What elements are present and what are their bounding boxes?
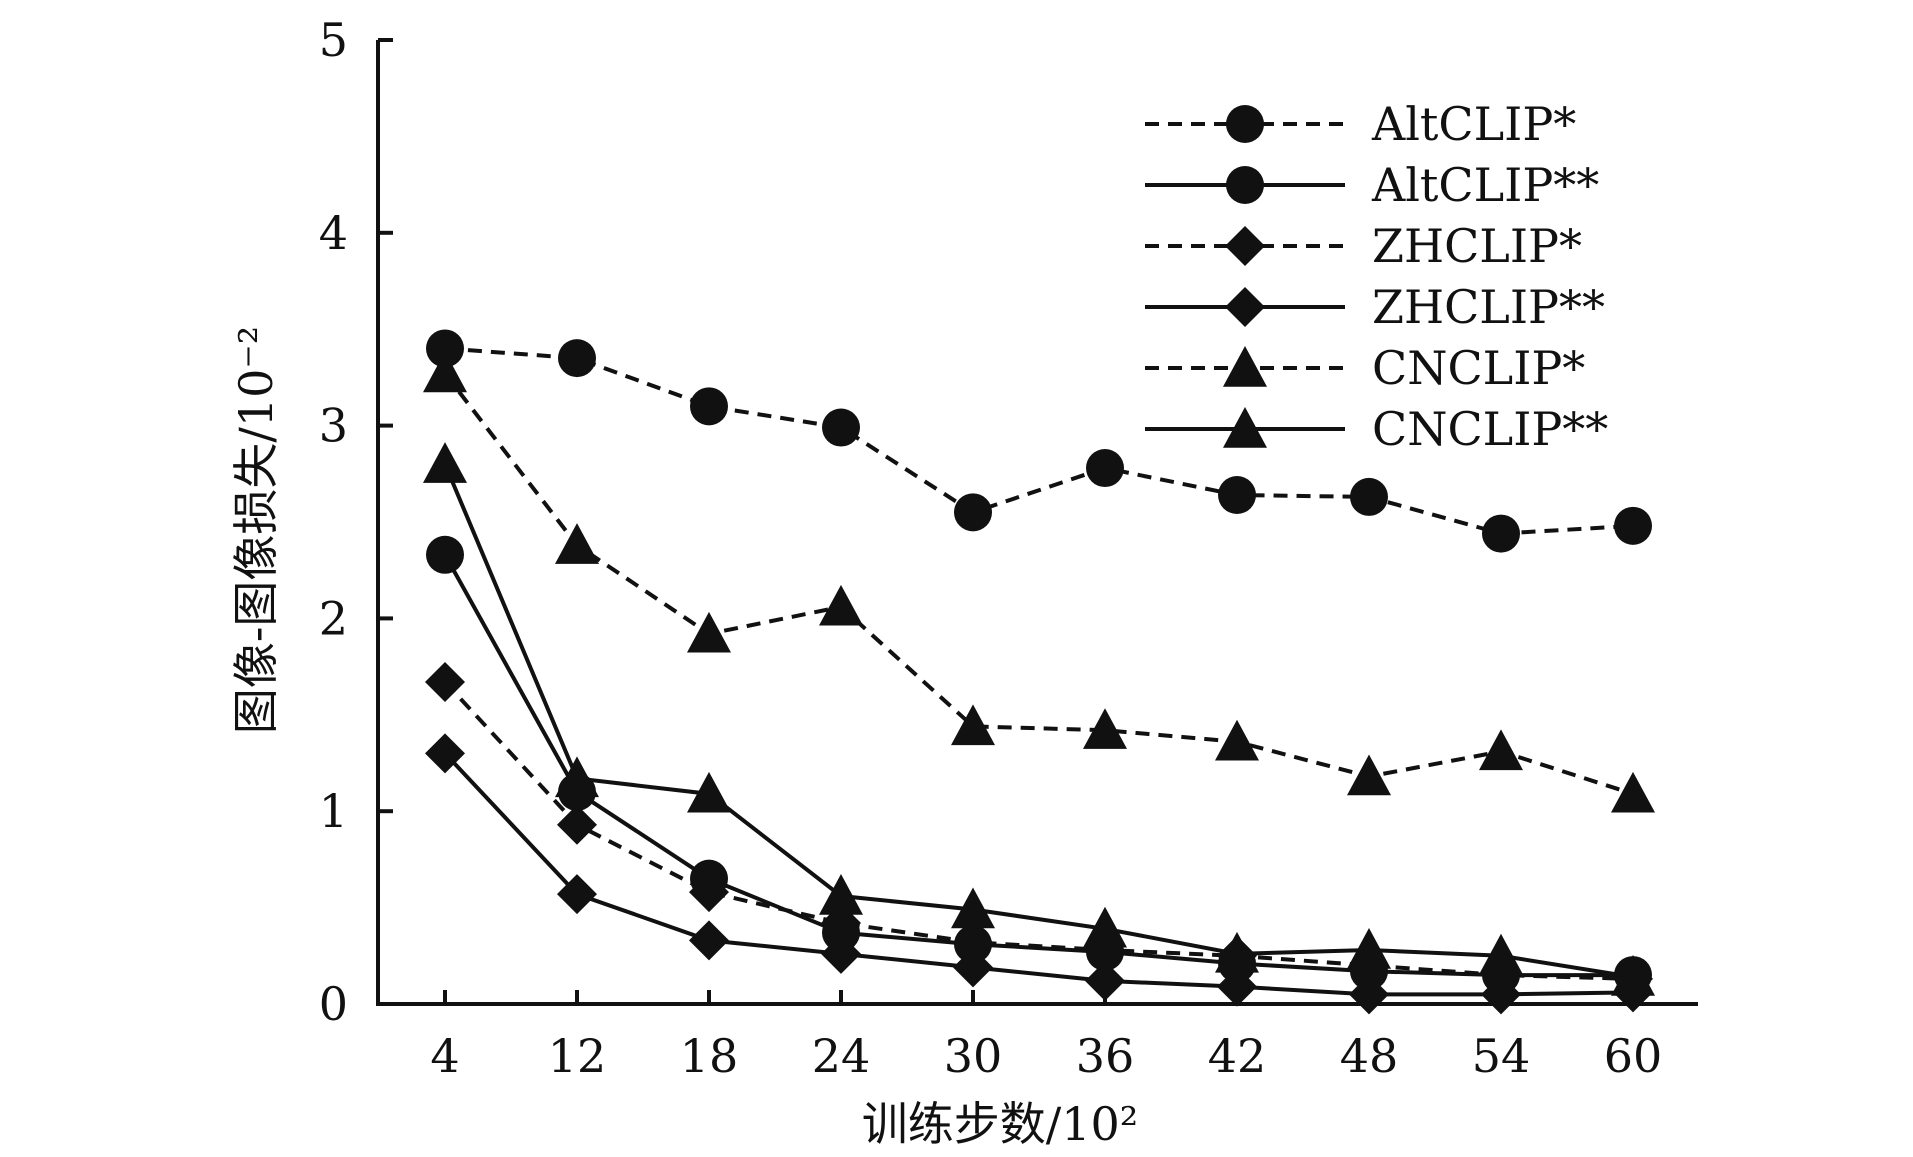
x-tick-label: 36 (1076, 1029, 1135, 1083)
data-point (1347, 754, 1391, 796)
data-point (819, 584, 863, 626)
data-point (1614, 506, 1652, 545)
x-tick-label: 4 (430, 1029, 459, 1083)
legend-marker (1223, 407, 1267, 448)
legend-label: CNCLIP** (1372, 402, 1608, 456)
x-tick-label: 48 (1340, 1029, 1399, 1083)
data-point (951, 704, 995, 746)
y-axis-label: 图像-图像损失/10⁻² (229, 326, 283, 734)
data-point (1479, 933, 1523, 975)
y-tick-label: 5 (319, 13, 348, 67)
data-point (557, 804, 597, 845)
data-point (953, 947, 993, 988)
data-point (426, 329, 464, 368)
legend-item: AltCLIP* (1145, 97, 1576, 151)
series-ZHCLIP* (425, 662, 1653, 999)
y-tick-label: 3 (319, 399, 348, 453)
legend-item: CNCLIP** (1145, 402, 1608, 456)
legend-marker (1226, 166, 1264, 204)
data-point (1215, 931, 1259, 973)
x-tick-label: 12 (548, 1029, 607, 1083)
data-point (1217, 966, 1257, 1007)
data-point (555, 523, 599, 564)
data-point (1347, 928, 1391, 969)
legend-item: AltCLIP** (1145, 158, 1599, 212)
data-point (423, 351, 467, 393)
series-line (443, 751, 1634, 997)
legend-marker (1226, 105, 1264, 143)
data-point (1349, 974, 1389, 1015)
data-point (690, 387, 728, 426)
data-point (689, 872, 729, 913)
series-line (443, 372, 1634, 796)
x-tick-label: 42 (1208, 1029, 1267, 1083)
data-point (1085, 960, 1125, 1001)
data-point (1350, 477, 1388, 516)
data-point (1083, 708, 1127, 749)
series-layer (423, 329, 1655, 1015)
x-axis-label: 训练步数/10² (862, 1097, 1138, 1151)
x-tick-label: 54 (1472, 1029, 1531, 1083)
series-line (443, 680, 1634, 981)
y-tick-label: 0 (319, 977, 348, 1031)
data-point (822, 408, 860, 447)
series-CNCLIP* (423, 351, 1655, 813)
x-tick-label: 18 (680, 1029, 739, 1083)
data-point (1479, 729, 1523, 771)
data-point (425, 733, 465, 774)
legend-label: ZHCLIP* (1372, 219, 1582, 273)
data-point (1482, 514, 1520, 553)
legend-item: ZHCLIP** (1145, 280, 1605, 334)
series-AltCLIP** (426, 535, 1652, 995)
data-point (1481, 974, 1521, 1015)
data-point (557, 874, 597, 915)
series-AltCLIP* (426, 329, 1652, 553)
data-point (558, 339, 596, 378)
data-point (1611, 955, 1655, 996)
data-point (1218, 476, 1256, 515)
data-point (1215, 719, 1259, 761)
legend-marker (1223, 346, 1267, 387)
y-tick-label: 1 (319, 784, 348, 838)
data-point (1611, 771, 1655, 813)
data-point (954, 493, 992, 532)
legend-label: CNCLIP* (1372, 341, 1585, 395)
legend-marker (1225, 287, 1265, 327)
x-tick-label: 60 (1604, 1029, 1663, 1083)
data-point (953, 922, 993, 963)
data-point (951, 887, 995, 929)
data-point (821, 933, 861, 974)
data-point (1083, 906, 1127, 948)
data-point (687, 611, 731, 653)
data-point (555, 756, 599, 798)
series-ZHCLIP** (425, 733, 1653, 1015)
series-line (443, 463, 1634, 979)
legend-item: ZHCLIP* (1145, 219, 1582, 273)
x-tick-label: 24 (812, 1029, 871, 1083)
data-point (689, 920, 729, 961)
legend-label: ZHCLIP** (1372, 280, 1605, 334)
legend-marker (1225, 226, 1265, 266)
y-tick-label: 4 (319, 206, 348, 260)
x-tick-label: 30 (944, 1029, 1003, 1083)
legend: AltCLIP* AltCLIP** ZHCLIP* ZHCLIP** CNCLIP* C… (1145, 97, 1608, 456)
data-point (425, 662, 465, 703)
data-point (819, 874, 863, 915)
legend-label: AltCLIP** (1371, 158, 1599, 212)
legend-item: CNCLIP* (1145, 341, 1585, 395)
series-CNCLIP** (423, 442, 1655, 996)
data-point (1086, 449, 1124, 488)
data-point (423, 442, 467, 483)
series-line (444, 346, 1634, 536)
legend-label: AltCLIP* (1371, 97, 1576, 151)
data-point (687, 771, 731, 813)
data-point (426, 535, 464, 574)
y-tick-label: 2 (319, 591, 348, 645)
